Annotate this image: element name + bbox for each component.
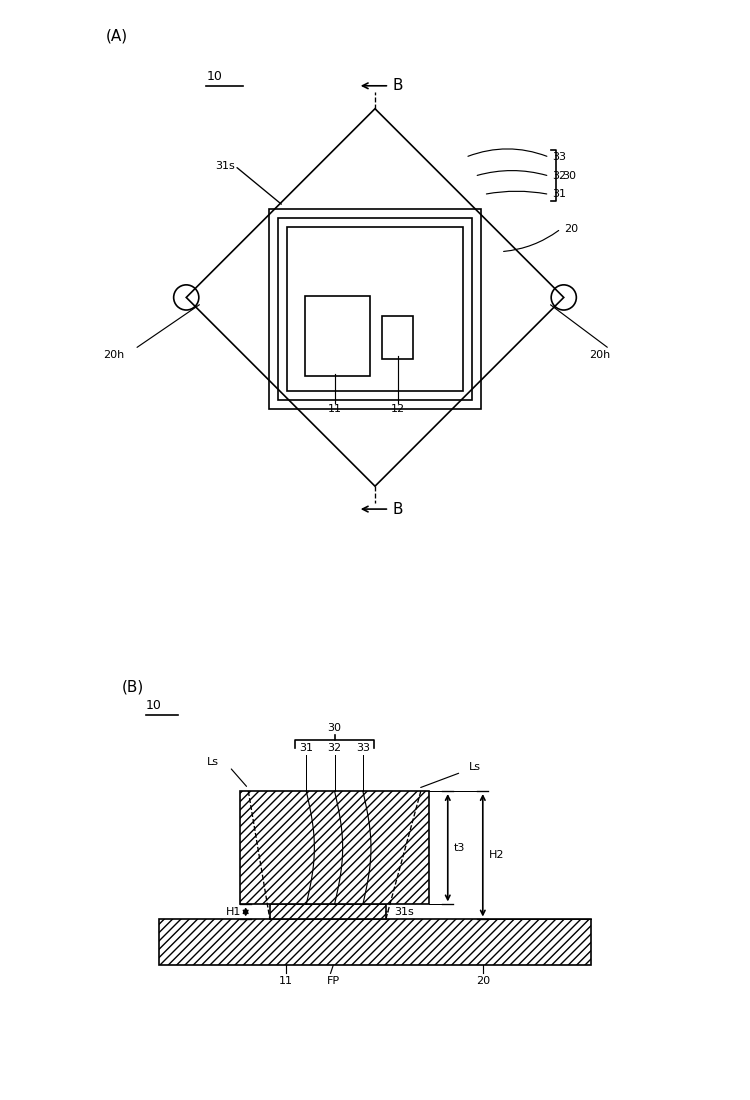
Text: 32: 32 bbox=[328, 744, 342, 754]
Text: B: B bbox=[392, 502, 403, 517]
Text: 31: 31 bbox=[552, 189, 566, 199]
Text: 33: 33 bbox=[356, 744, 370, 754]
Text: 11: 11 bbox=[279, 976, 293, 986]
Text: 20h: 20h bbox=[104, 350, 125, 360]
Bar bbox=[287, 227, 463, 390]
Text: H1: H1 bbox=[226, 906, 242, 917]
Bar bbox=[270, 904, 386, 920]
Text: 31: 31 bbox=[299, 744, 314, 754]
Text: t3: t3 bbox=[454, 843, 466, 852]
Bar bbox=[278, 218, 472, 399]
Text: 12: 12 bbox=[391, 405, 405, 415]
Text: 31s: 31s bbox=[214, 161, 235, 170]
Bar bbox=[382, 317, 413, 360]
Text: 20h: 20h bbox=[590, 350, 610, 360]
Text: H2: H2 bbox=[489, 850, 505, 860]
Text: 10: 10 bbox=[206, 70, 222, 82]
Text: (A): (A) bbox=[106, 29, 128, 44]
Text: (B): (B) bbox=[122, 680, 144, 694]
Text: 30: 30 bbox=[562, 172, 576, 182]
Bar bbox=[160, 920, 590, 966]
Text: Ls: Ls bbox=[469, 762, 481, 772]
Text: Ls: Ls bbox=[207, 757, 219, 767]
Text: 10: 10 bbox=[146, 698, 162, 712]
Text: 20: 20 bbox=[476, 976, 490, 986]
Bar bbox=[304, 296, 370, 376]
Text: 32: 32 bbox=[552, 172, 566, 182]
Bar bbox=[240, 791, 429, 904]
Text: B: B bbox=[392, 78, 403, 94]
Text: 33: 33 bbox=[552, 152, 566, 163]
Text: FP: FP bbox=[327, 976, 340, 986]
Text: 31s: 31s bbox=[394, 906, 413, 917]
Bar bbox=[269, 209, 481, 409]
Text: 30: 30 bbox=[328, 724, 341, 734]
Text: 20: 20 bbox=[564, 223, 578, 234]
Text: 11: 11 bbox=[328, 405, 342, 415]
